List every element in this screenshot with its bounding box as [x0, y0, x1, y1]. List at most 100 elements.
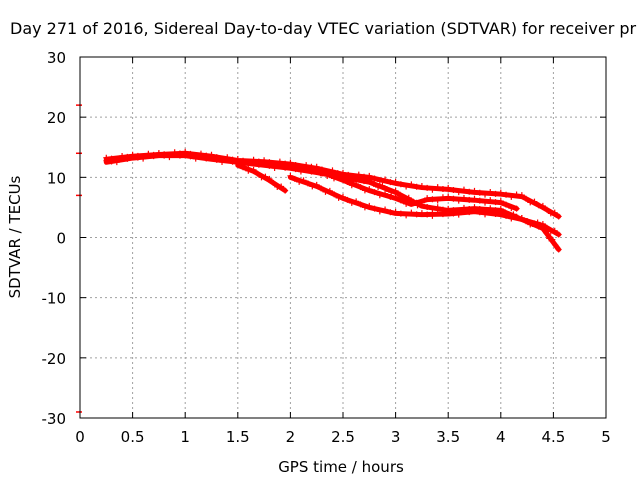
data-point — [361, 187, 368, 194]
data-point — [487, 208, 494, 215]
data-point — [396, 191, 403, 198]
data-point — [503, 201, 510, 208]
data-point — [434, 197, 441, 204]
data-point — [382, 176, 389, 183]
data-point — [555, 213, 562, 220]
data-point — [276, 162, 283, 169]
data-point — [392, 178, 399, 185]
data-point — [439, 194, 446, 201]
data-point — [523, 218, 530, 225]
data-point — [361, 178, 368, 185]
data-point — [371, 189, 378, 196]
data-point — [219, 158, 226, 165]
data-point — [471, 195, 478, 202]
data-point — [408, 209, 415, 216]
data-point — [296, 178, 303, 185]
data-point — [355, 175, 362, 182]
data-point — [476, 209, 483, 216]
x-tick-label: 3 — [391, 428, 401, 446]
data-point — [551, 227, 558, 234]
data-point — [271, 165, 278, 172]
data-point — [455, 189, 462, 196]
data-point — [371, 175, 378, 182]
data-point — [518, 192, 525, 199]
data-point — [134, 154, 141, 161]
data-point — [487, 197, 494, 204]
data-point — [552, 242, 559, 249]
data-point — [392, 208, 399, 215]
data-point — [547, 210, 554, 217]
x-axis-label: GPS time / hours — [278, 458, 404, 476]
data-point — [508, 193, 515, 200]
data-point — [375, 184, 382, 191]
y-tick-label: -10 — [42, 290, 67, 308]
data-point — [460, 194, 467, 201]
data-point — [376, 192, 383, 199]
x-tick-label: 3.5 — [436, 428, 460, 446]
data-point — [513, 191, 520, 198]
data-point — [405, 194, 412, 201]
data-point — [262, 173, 269, 180]
data-point — [197, 153, 204, 160]
data-point — [366, 177, 373, 184]
y-tick-label: 30 — [47, 49, 66, 67]
chart-title: Day 271 of 2016, Sidereal Day-to-day VTE… — [10, 19, 637, 38]
data-point — [429, 196, 436, 203]
data-point — [424, 195, 431, 202]
data-point — [155, 151, 162, 158]
data-point — [513, 205, 520, 212]
data-point — [282, 187, 289, 194]
data-point — [397, 181, 404, 188]
data-point — [335, 194, 342, 201]
data-point — [387, 209, 394, 216]
x-tick-label: 1 — [180, 428, 190, 446]
data-point — [203, 155, 210, 162]
data-point — [340, 175, 346, 182]
data-point — [535, 202, 542, 209]
data-point — [429, 212, 436, 219]
data-point — [492, 211, 499, 218]
data-point — [261, 160, 268, 167]
data-point — [171, 151, 178, 158]
data-point — [434, 209, 441, 216]
data-point — [224, 156, 231, 163]
data-point — [254, 170, 261, 177]
data-point — [208, 154, 215, 161]
data-point — [119, 155, 126, 162]
plot-frame — [79, 56, 607, 419]
data-point — [357, 184, 364, 191]
data-point — [492, 199, 499, 206]
data-point — [291, 175, 298, 182]
data-point — [424, 211, 431, 218]
data-point — [403, 200, 410, 207]
data-point — [408, 199, 415, 206]
x-tick-label: 4.5 — [541, 428, 565, 446]
data-point — [482, 199, 489, 206]
data-point — [445, 193, 452, 200]
data-point — [543, 206, 550, 213]
data-point — [150, 153, 157, 160]
data-point — [418, 199, 425, 206]
data-point — [382, 190, 389, 197]
data-point — [108, 158, 115, 165]
data-point — [353, 198, 360, 205]
data-point — [439, 186, 446, 193]
data-point — [192, 155, 199, 162]
data-point — [450, 195, 457, 202]
data-point — [344, 196, 351, 203]
data-point — [476, 197, 483, 204]
data-point — [397, 210, 404, 217]
data-point — [549, 236, 556, 243]
data-point — [287, 172, 294, 179]
data-point — [434, 184, 441, 191]
axis-ticks: 0 0.5 1 1.5 2 2.5 3 3.5 4 4.5 5 -30 -20 -10 0 10 20 30 — [42, 49, 611, 446]
data-point — [523, 195, 530, 202]
data-point — [450, 210, 457, 217]
data-point — [113, 159, 120, 166]
data-point — [303, 166, 310, 173]
data-point — [555, 246, 562, 253]
data-point — [546, 235, 553, 242]
data-point — [145, 152, 152, 159]
data-point — [434, 204, 441, 211]
